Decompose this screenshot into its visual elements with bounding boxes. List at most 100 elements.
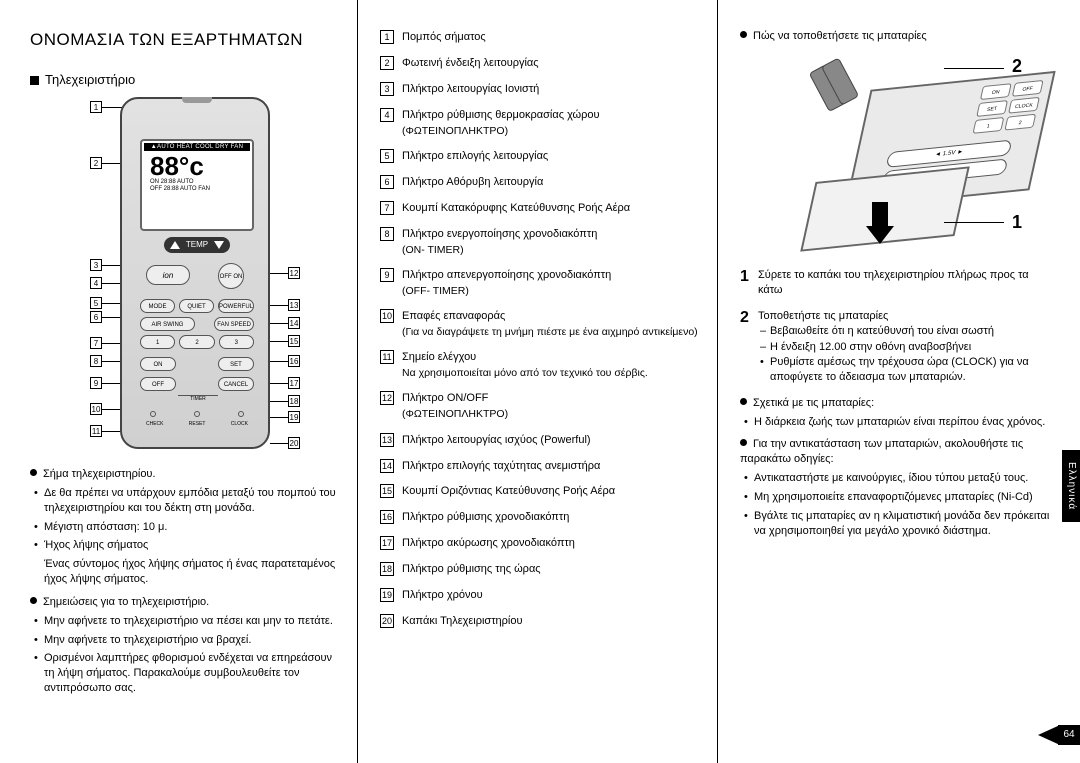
legend-text: Κουμπί Οριζόντιας Κατεύθυνσης Ροής Αέρα xyxy=(402,484,699,500)
callout-16: 16 xyxy=(288,355,300,367)
square-bullet-icon xyxy=(30,76,39,85)
page-title: ΟΝΟΜΑΣΙΑ ΤΩΝ ΕΞΑΡΤΗΜΑΤΩΝ xyxy=(30,30,339,50)
button-row-e: OFF CANCEL xyxy=(140,377,254,391)
legend-number: 8 xyxy=(380,227,394,241)
legend-text: Πλήκτρο ρύθμισης θερμοκρασίας χώρου(ΦΩΤΕ… xyxy=(402,108,699,139)
button-row-d: ON SET xyxy=(140,357,254,371)
legend-row: 8 Πλήκτρο ενεργοποίησης χρονοδιακόπτη(ON-… xyxy=(380,227,699,258)
panel-buttons: ONOFF SETCLOCK 12 xyxy=(972,80,1043,134)
battery-illustration: ONOFF SETCLOCK 12 ◄ 1.5V ► ◄ 1.5V ► 2 1 xyxy=(740,50,1050,250)
on-button: ON xyxy=(140,357,176,371)
legend-number: 15 xyxy=(380,484,394,498)
btn-1: 1 xyxy=(140,335,175,349)
legend-row: 18 Πλήκτρο ρύθμισης της ώρας xyxy=(380,562,699,578)
note-item: Ορισμένοι λαμπτήρες φθορισμού ενδέχεται … xyxy=(30,651,339,696)
callout-15: 15 xyxy=(288,335,300,347)
step-number: 1 xyxy=(740,268,758,299)
cancel-button: CANCEL xyxy=(218,377,254,391)
note-item: Αντικαταστήστε με καινούργιες, ίδιου τύπ… xyxy=(740,471,1050,486)
callout-4: 4 xyxy=(90,277,102,289)
note-item: Δε θα πρέπει να υπάρχουν εμπόδια μεταξύ … xyxy=(30,486,339,516)
legend-row: 14Πλήκτρο επιλογής ταχύτητας ανεμιστήρα xyxy=(380,459,699,475)
lcd-mode-row: ▲AUTO HEAT COOL DRY FAN xyxy=(144,143,250,151)
remote-body: ▲AUTO HEAT COOL DRY FAN 88°c ON 28:88 AU… xyxy=(120,97,270,449)
dot-icon xyxy=(740,398,747,405)
legend-text: Πλήκτρο ενεργοποίησης χρονοδιακόπτη(ON- … xyxy=(402,227,699,258)
callout-18: 18 xyxy=(288,395,300,407)
callout-1: 1 xyxy=(90,101,102,113)
legend-number: 10 xyxy=(380,309,394,323)
timer-label: TIMER xyxy=(178,395,218,402)
button-row-b: AIR SWING FAN SPEED xyxy=(140,317,254,331)
legend-number: 20 xyxy=(380,614,394,628)
dot-icon xyxy=(740,31,747,38)
legend-row: 9Πλήκτρο απενεργοποίησης χρονοδιακόπτη(O… xyxy=(380,268,699,299)
battery-steps: 1 Σύρετε το καπάκι του τηλεχειριστηρίου … xyxy=(740,268,1050,386)
section-subtitle: Τηλεχειριστήριο xyxy=(30,72,339,87)
note-item: Μην αφήνετε το τηλεχειριστήριο να βραχεί… xyxy=(30,633,339,648)
battery-heading: Πώς να τοποθετήσετε τις μπαταρίες xyxy=(740,30,1050,42)
callout-3: 3 xyxy=(90,259,102,271)
callout-13: 13 xyxy=(288,299,300,311)
callout-2: 2 xyxy=(90,157,102,169)
legend-row: 11Σημείο ελέγχουΝα χρησιμοποιείται μόνο … xyxy=(380,350,699,381)
reset-dots xyxy=(150,411,244,417)
legend-row: 12Πλήκτρο ON/OFF(ΦΩΤΕΙΝΟΠΛΗΚΤΡΟ) xyxy=(380,391,699,422)
legend-text: Κουμπί Κατακόρυφης Κατεύθυνσης Ροής Αέρα xyxy=(402,201,699,217)
step-sub: Η ένδειξη 12.00 στην οθόνη αναβοσβήνει xyxy=(758,340,1050,355)
legend-text: Πλήκτρο λειτουργίας Ιονιστή xyxy=(402,82,699,98)
legend-row: 13Πλήκτρο λειτουργίας ισχύος (Powerful) xyxy=(380,433,699,449)
note-heading: Σχετικά με τις μπαταρίες: xyxy=(753,397,874,409)
callout-12: 12 xyxy=(288,267,300,279)
legend-text: Πλήκτρο επιλογής ταχύτητας ανεμιστήρα xyxy=(402,459,699,475)
legend-text: Πομπός σήματος xyxy=(402,30,699,46)
note-heading: Σήμα τηλεχειριστηρίου. xyxy=(43,468,156,480)
mode-button: MODE xyxy=(140,299,175,313)
legend-number: 2 xyxy=(380,56,394,70)
legend-row: 2Φωτεινή ένδειξη λειτουργίας xyxy=(380,56,699,72)
callout-14: 14 xyxy=(288,317,300,329)
legend-text: Πλήκτρο χρόνου xyxy=(402,588,699,604)
legend-row: 4 Πλήκτρο ρύθμισης θερμοκρασίας χώρου(ΦΩΤ… xyxy=(380,108,699,139)
illus-label-1: 1 xyxy=(1012,212,1022,233)
lcd-display: ▲AUTO HEAT COOL DRY FAN 88°c ON 28:88 AU… xyxy=(140,139,254,231)
set-button: SET xyxy=(218,357,254,371)
legend-row: 16Πλήκτρο ρύθμισης χρονοδιακόπτη xyxy=(380,510,699,526)
temp-rocker: TEMP xyxy=(164,237,230,253)
legend-number: 6 xyxy=(380,175,394,189)
legend-text: Πλήκτρο ρύθμισης της ώρας xyxy=(402,562,699,578)
arrow-down-icon xyxy=(866,202,894,242)
legend-row: 6Πλήκτρο Αθόρυβη λειτουργία xyxy=(380,175,699,191)
callout-11: 11 xyxy=(90,425,102,437)
legend-row: 17Πλήκτρο ακύρωσης χρονοδιακόπτη xyxy=(380,536,699,552)
callout-6: 6 xyxy=(90,311,102,323)
legend-number: 3 xyxy=(380,82,394,96)
note-item: Η διάρκεια ζωής των μπαταριών είναι περί… xyxy=(740,415,1050,430)
step-sub: Ρυθμίστε αμέσως την τρέχουσα ώρα (CLOCK)… xyxy=(758,355,1050,386)
temp-down-icon xyxy=(214,241,224,249)
ion-button: ion xyxy=(146,265,190,285)
legend-row: 5Πλήκτρο επιλογής λειτουργίας xyxy=(380,149,699,165)
legend-number: 17 xyxy=(380,536,394,550)
legend-number: 18 xyxy=(380,562,394,576)
legend-row: 1Πομπός σήματος xyxy=(380,30,699,46)
legend-row: 19 Πλήκτρο χρόνου xyxy=(380,588,699,604)
callout-9: 9 xyxy=(90,377,102,389)
legend-number: 9 xyxy=(380,268,394,282)
illus-label-2: 2 xyxy=(1012,56,1022,77)
legend-row: 3 Πλήκτρο λειτουργίας Ιονιστή xyxy=(380,82,699,98)
legend-number: 13 xyxy=(380,433,394,447)
step-text: Τοποθετήστε τις μπαταρίες xyxy=(758,309,1050,324)
language-tab: Ελληνικά xyxy=(1062,450,1080,522)
legend-row: 20Καπάκι Τηλεχειριστηρίου xyxy=(380,614,699,630)
batteries-icon xyxy=(809,60,856,115)
note-heading: Σημειώσεις για το τηλεχειριστήριο. xyxy=(43,596,209,608)
fanspeed-button: FAN SPEED xyxy=(214,317,254,331)
legend-number: 19 xyxy=(380,588,394,602)
legend-row: 15 Κουμπί Οριζόντιας Κατεύθυνσης Ροής Αέρ… xyxy=(380,484,699,500)
step-number: 2 xyxy=(740,309,758,386)
legend-number: 4 xyxy=(380,108,394,122)
page-number-badge: 64 xyxy=(1052,725,1080,745)
legend-text: Πλήκτρο ON/OFF(ΦΩΤΕΙΝΟΠΛΗΚΤΡΟ) xyxy=(402,391,699,422)
ir-emitter-icon xyxy=(182,97,212,103)
